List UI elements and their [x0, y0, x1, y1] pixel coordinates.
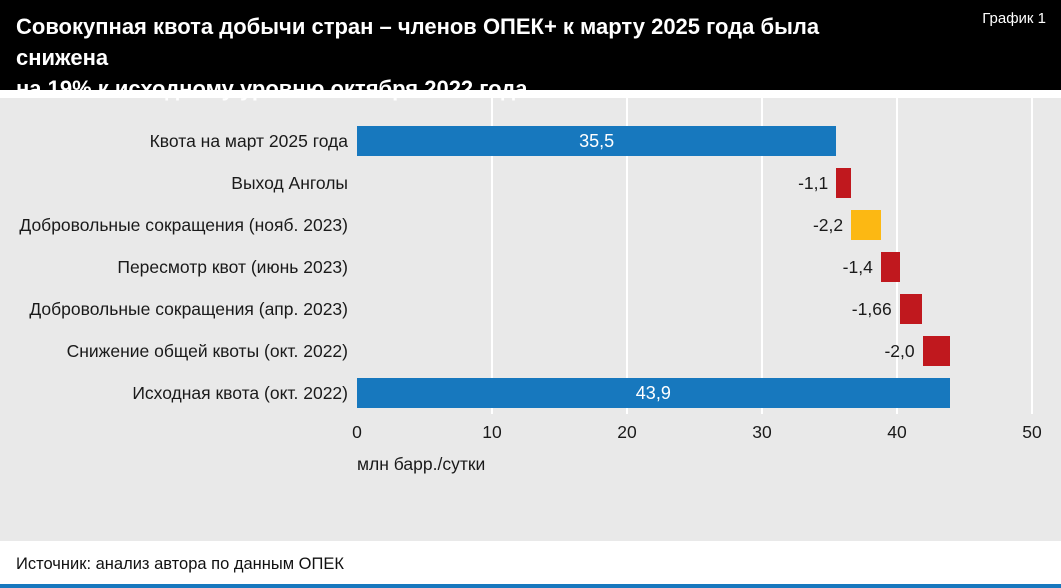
chart-number: График 1 [982, 10, 1046, 27]
chart-row: -1,66 [357, 288, 1032, 330]
x-tick-label: 10 [482, 422, 502, 442]
value-label: -1,66 [851, 298, 892, 319]
x-axis-label-row: млн барр./сутки [0, 444, 1032, 475]
waterfall-bar [836, 168, 852, 198]
category-label: Пересмотр квот (июнь 2023) [117, 256, 348, 277]
chart-panel: Квота на март 2025 года Выход Анголы Добро… [0, 98, 1061, 541]
value-label: 43,9 [635, 382, 671, 403]
plot-area: 35,5 -1,1 -2,2 -1,4 -1,66 -2,0 43,9 [357, 98, 1033, 414]
chart-row: -1,4 [357, 246, 1032, 288]
value-label: 35,5 [579, 130, 615, 151]
waterfall-bar [851, 210, 881, 240]
bottom-accent-line [0, 584, 1061, 588]
category-label: Добровольные сокращения (апр. 2023) [29, 298, 348, 319]
value-label: -2,0 [884, 340, 915, 361]
category-label: Исходная квота (окт. 2022) [132, 382, 348, 403]
axis-spacer [0, 444, 357, 475]
category-label: Выход Анголы [231, 172, 348, 193]
x-tick-label: 30 [752, 422, 772, 442]
x-tick-label: 50 [1022, 422, 1042, 442]
x-tick-label: 20 [617, 422, 637, 442]
chart-header: Совокупная квота добычи стран – членов О… [0, 0, 1061, 101]
value-label: -2,2 [812, 214, 844, 235]
x-axis-label: млн барр./сутки [357, 454, 486, 474]
chart-title-line2: на 19% к исходному уровню октября 2022 г… [16, 76, 528, 101]
waterfall-bar: 35,5 [357, 126, 837, 156]
category-label: Снижение общей квоты (окт. 2022) [66, 340, 348, 361]
x-axis: 0 10 20 30 40 50 [352, 414, 1042, 444]
x-tick-label: 40 [887, 422, 907, 442]
waterfall-bar [899, 294, 923, 324]
waterfall-bar [922, 336, 950, 366]
chart-row: 43,9 [357, 372, 1032, 414]
value-label: -1,1 [798, 172, 829, 193]
category-label: Добровольные сокращения (нояб. 2023) [19, 214, 348, 235]
value-label: -1,4 [842, 256, 873, 277]
x-tick-label: 0 [352, 422, 362, 442]
chart-title: Совокупная квота добычи стран – членов О… [16, 11, 916, 104]
axis-spacer [0, 414, 357, 444]
chart-title-line1: Совокупная квота добычи стран – членов О… [16, 14, 820, 70]
category-labels: Квота на март 2025 года Выход Анголы Добро… [0, 120, 357, 414]
chart-row: 35,5 [357, 120, 1032, 162]
bar-rows: 35,5 -1,1 -2,2 -1,4 -1,66 -2,0 43,9 [357, 120, 1032, 414]
chart-body: Квота на март 2025 года Выход Анголы Добро… [0, 98, 1033, 414]
chart-row: -2,2 [357, 204, 1032, 246]
x-axis-row: 0 10 20 30 40 50 [0, 414, 1042, 444]
source-text: Источник: анализ автора по данным ОПЕК [16, 555, 344, 573]
source-note: Источник: анализ автора по данным ОПЕК [0, 555, 1061, 574]
category-label: Квота на март 2025 года [149, 130, 348, 151]
waterfall-bar [880, 252, 900, 282]
waterfall-bar: 43,9 [357, 378, 950, 408]
chart-row: -2,0 [357, 330, 1032, 372]
chart-row: -1,1 [357, 162, 1032, 204]
